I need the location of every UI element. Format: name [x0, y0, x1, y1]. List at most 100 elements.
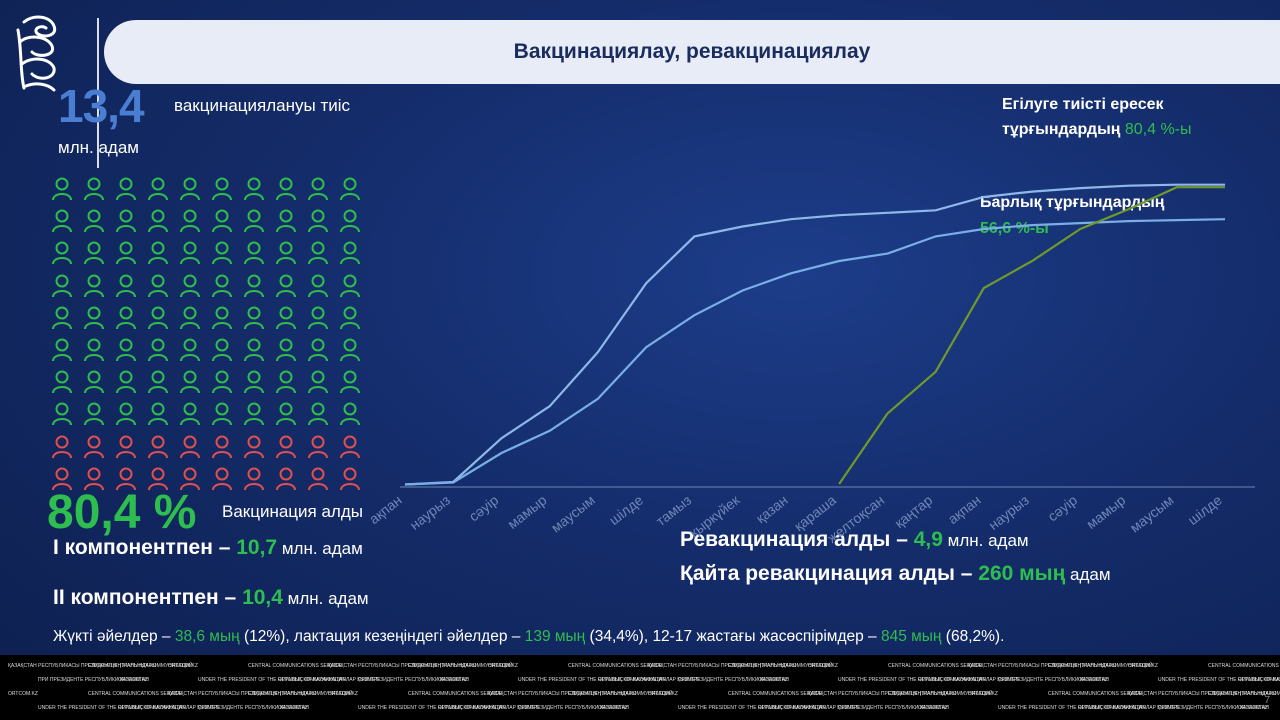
person-icon	[50, 337, 74, 363]
x-tick-label: маусым	[1127, 492, 1177, 536]
person-icon	[274, 466, 298, 492]
person-icon	[178, 401, 202, 427]
footer-text: ПРИ ПРЕЗИДЕНТЕ РЕСПУБЛИКИ КАЗАХСТАН	[358, 677, 469, 683]
footer-text: ORTCOM.KZ	[168, 663, 198, 669]
component-2-unit: млн. адам	[282, 589, 369, 608]
person-icon	[210, 434, 234, 460]
person-icon	[146, 240, 170, 266]
person-icon	[306, 369, 330, 395]
person-icon	[114, 273, 138, 299]
footer-text: ORTCOM.KZ	[648, 691, 678, 697]
note-text: (34,4%), 12-17 жастағы жасөспірімдер –	[585, 628, 881, 645]
person-icon	[50, 434, 74, 460]
person-icon	[306, 305, 330, 331]
person-icon	[210, 369, 234, 395]
component-1-label: І компонентпен –	[53, 536, 237, 559]
person-icon	[242, 434, 266, 460]
person-icon	[274, 305, 298, 331]
footer-text: CENTRAL COMMUNICATIONS SERVICE	[728, 691, 823, 697]
groups-note: Жүкті әйелдер – 38,6 мың (12%), лактация…	[53, 628, 1004, 646]
person-icon	[82, 401, 106, 427]
component-1-value: 10,7	[236, 536, 278, 559]
footer-text: СЛУЖБА ЦЕНТРАЛЬНЫХ КОММУНИКАЦИЙ	[1208, 691, 1280, 697]
person-icon	[242, 337, 266, 363]
person-icon	[178, 208, 202, 234]
person-icon	[242, 273, 266, 299]
person-icon	[82, 176, 106, 202]
footer-text: ORTCOM.KZ	[488, 663, 518, 669]
x-tick-label: маусым	[548, 492, 598, 536]
person-icon	[146, 466, 170, 492]
footer-text: ORTCOM.KZ	[1238, 705, 1268, 711]
footer-text: UNDER THE PRESIDENT OF THE REPUBLIC OF K…	[518, 677, 666, 683]
person-icon	[210, 337, 234, 363]
person-icon	[178, 176, 202, 202]
footer-text: UNDER THE PRESIDENT OF THE REPUBLIC OF K…	[198, 677, 346, 683]
person-icon	[242, 466, 266, 492]
note-text: (12%), лактация кезеңіндегі әйелдер –	[239, 628, 525, 645]
person-icon	[306, 273, 330, 299]
footer-text: CENTRAL COMMUNICATIONS SERVICE	[88, 691, 183, 697]
x-tick-label: шілде	[606, 492, 646, 528]
x-tick-label: тамыз	[653, 492, 694, 529]
title-bar: Вакцинациялау, ревакцинациялау	[104, 20, 1280, 84]
footer-text: UNDER THE PRESIDENT OF THE REPUBLIC OF K…	[1158, 677, 1280, 683]
page-number: 7	[1264, 695, 1270, 706]
footer-text: ОРТАЛЫҚ КОММУНИКАЦИЯЛАР ҚЫЗМЕТІ	[278, 677, 380, 683]
footer-text: ORTCOM.KZ	[1078, 677, 1108, 683]
person-icon	[50, 208, 74, 234]
person-icon	[114, 176, 138, 202]
population-number: 13,4	[58, 80, 145, 132]
footer-text: CENTRAL COMMUNICATIONS SERVICE	[1208, 663, 1280, 669]
person-icon	[210, 273, 234, 299]
person-icon	[338, 273, 362, 299]
person-icon	[178, 369, 202, 395]
person-icon	[82, 369, 106, 395]
person-icon	[50, 369, 74, 395]
footer-text: ҚАЗАҚСТАН РЕСПУБЛИКАСЫ ПРЕЗИДЕНТІНІҢ ЖАН…	[488, 691, 636, 697]
person-icon	[114, 466, 138, 492]
footer-text: ҚАЗАҚСТАН РЕСПУБЛИКАСЫ ПРЕЗИДЕНТІНІҢ ЖАН…	[8, 663, 156, 669]
footer-text: ҚАЗАҚСТАН РЕСПУБЛИКАСЫ ПРЕЗИДЕНТІНІҢ ЖАН…	[968, 663, 1116, 669]
footer-text: СЛУЖБА ЦЕНТРАЛЬНЫХ КОММУНИКАЦИЙ	[728, 663, 833, 669]
person-icon	[114, 240, 138, 266]
x-tick-label: ақпан	[945, 492, 984, 527]
footer-text: UNDER THE PRESIDENT OF THE REPUBLIC OF K…	[998, 705, 1146, 711]
x-tick-label: ақпан	[366, 492, 405, 527]
person-icon	[242, 208, 266, 234]
footer-text: ҚАЗАҚСТАН РЕСПУБЛИКАСЫ ПРЕЗИДЕНТІНІҢ ЖАН…	[808, 691, 956, 697]
person-icon	[210, 305, 234, 331]
person-icon	[146, 337, 170, 363]
person-icon	[242, 401, 266, 427]
person-icon	[178, 466, 202, 492]
footer-text: UNDER THE PRESIDENT OF THE REPUBLIC OF K…	[838, 677, 986, 683]
footer-text: ORTCOM.KZ	[758, 677, 788, 683]
person-icon	[82, 337, 106, 363]
revaccination-label: Ревакцинация алды –	[680, 528, 914, 551]
person-icon	[210, 466, 234, 492]
person-icon	[274, 337, 298, 363]
person-icon	[82, 466, 106, 492]
person-icon	[338, 369, 362, 395]
person-icon	[338, 401, 362, 427]
footer-text: ORTCOM.KZ	[118, 677, 148, 683]
series-line-1	[404, 218, 1226, 486]
person-icon	[274, 369, 298, 395]
vaccinated-label: Вакцинация алды	[222, 502, 363, 521]
footer-text: CENTRAL COMMUNICATIONS SERVICE	[408, 691, 503, 697]
footer-text: ОРТАЛЫҚ КОММУНИКАЦИЯЛАР ҚЫЗМЕТІ	[1238, 677, 1280, 683]
person-icon	[114, 337, 138, 363]
footer-text: CENTRAL COMMUNICATIONS SERVICE	[1048, 691, 1143, 697]
legend-adult-line1: Егілуге тиісті ересек	[1002, 96, 1164, 113]
x-tick-label: қаңтар	[891, 492, 935, 532]
footer-text: CENTRAL COMMUNICATIONS SERVICE	[248, 663, 343, 669]
component-2-value: 10,4	[242, 586, 283, 609]
person-icon	[210, 401, 234, 427]
footer-text: ҚАЗАҚСТАН РЕСПУБЛИКАСЫ ПРЕЗИДЕНТІНІҢ ЖАН…	[328, 663, 476, 669]
component-1-unit: млн. адам	[277, 539, 363, 558]
person-icon	[210, 240, 234, 266]
person-icon	[146, 273, 170, 299]
person-icon	[338, 337, 362, 363]
legend-all-line1: Барлық тұрғындардың	[980, 194, 1165, 211]
x-tick-label: сәуір	[1045, 492, 1081, 525]
